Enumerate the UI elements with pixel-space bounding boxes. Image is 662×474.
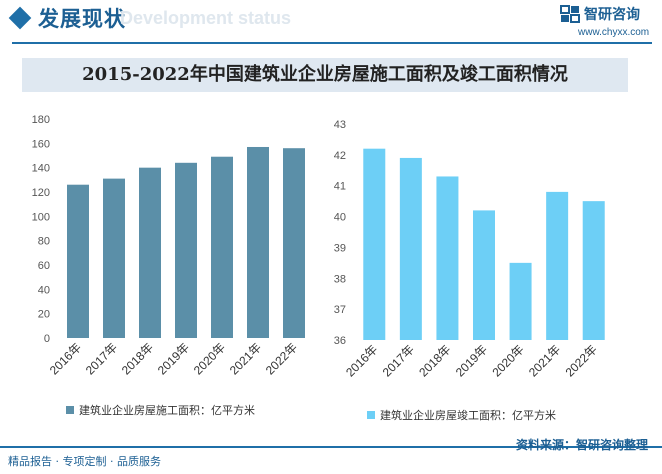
- footer-divider: [0, 446, 662, 448]
- page-footer: 精品报告 · 专项定制 · 品质服务 资料来源：智研咨询整理: [0, 438, 662, 474]
- logo-text: 智研咨询: [584, 7, 640, 23]
- footer-tagline: 精品报告 · 专项定制 · 品质服务: [8, 455, 161, 468]
- bar: [363, 148, 386, 340]
- bar: [67, 184, 89, 338]
- legend-label: 建筑业企业房屋竣工面积：亿平方米: [380, 408, 556, 422]
- bar: [175, 162, 197, 338]
- bar: [473, 210, 495, 340]
- y-tick-label: 60: [38, 260, 50, 272]
- section-subtitle: Development status: [120, 8, 292, 28]
- x-tick-label: 2021年: [227, 340, 264, 377]
- y-tick-label: 42: [334, 150, 346, 162]
- x-tick-label: 2020年: [489, 342, 526, 379]
- y-tick-label: 20: [38, 309, 50, 321]
- x-tick-label: 2018年: [416, 342, 453, 379]
- y-tick-label: 0: [44, 333, 50, 345]
- bar: [247, 146, 269, 338]
- x-tick-label: 2017年: [380, 342, 417, 379]
- x-tick-label: 2019年: [453, 342, 490, 379]
- y-tick-label: 120: [32, 187, 50, 199]
- x-tick-label: 2022年: [563, 342, 600, 379]
- bar: [399, 157, 422, 340]
- bar: [546, 191, 569, 340]
- x-tick-label: 2019年: [155, 340, 192, 377]
- y-tick-label: 37: [334, 304, 346, 316]
- x-tick-label: 2016年: [343, 342, 380, 379]
- legend-swatch: [66, 406, 74, 414]
- source-note: 资料来源：智研咨询整理: [515, 438, 648, 452]
- x-tick-label: 2017年: [83, 340, 120, 377]
- y-tick-label: 40: [334, 212, 346, 224]
- logo-icon: [560, 5, 580, 23]
- y-tick-label: 40: [38, 284, 50, 296]
- bar: [436, 176, 459, 340]
- y-tick-label: 38: [334, 273, 346, 285]
- x-tick-label: 2016年: [47, 340, 84, 377]
- y-tick-label: 36: [334, 335, 346, 347]
- y-tick-label: 43: [334, 119, 346, 131]
- bar: [283, 148, 305, 338]
- page-header: 发展现状 Development status 智研咨询 www.chyxx.c…: [0, 0, 662, 44]
- x-tick-label: 2022年: [263, 340, 300, 377]
- y-tick-label: 160: [32, 138, 50, 150]
- legend-swatch: [367, 411, 375, 419]
- bar: [509, 262, 532, 340]
- x-tick-label: 2020年: [191, 340, 228, 377]
- chart-title: 2015-2022年中国建筑业企业房屋施工面积及竣工面积情况: [82, 64, 568, 85]
- bar: [103, 178, 125, 338]
- header-divider: [12, 42, 652, 44]
- y-tick-label: 41: [334, 181, 346, 193]
- bar: [139, 167, 161, 338]
- x-tick-label: 2021年: [526, 342, 563, 379]
- right-chart: 36 37 38 39 40 41 42 43 2016年 2017年 2018年 2019年 2020…: [334, 119, 605, 422]
- bar: [211, 156, 233, 338]
- logo-url: www.chyxx.com: [578, 27, 650, 38]
- legend-label: 建筑业企业房屋施工面积：亿平方米: [79, 403, 255, 417]
- bar: [582, 201, 605, 340]
- y-tick-label: 39: [334, 242, 346, 254]
- left-chart: 0204060801001201401601802016年2017年2018年2…: [32, 114, 305, 417]
- x-tick-label: 2018年: [119, 340, 156, 377]
- y-tick-label: 100: [32, 211, 50, 223]
- section-title: 发展现状: [38, 7, 126, 31]
- y-tick-label: 180: [32, 114, 50, 126]
- y-tick-label: 140: [32, 163, 50, 175]
- chart-title-band: 2015-2022年中国建筑业企业房屋施工面积及竣工面积情况: [22, 58, 628, 92]
- y-tick-label: 80: [38, 236, 50, 248]
